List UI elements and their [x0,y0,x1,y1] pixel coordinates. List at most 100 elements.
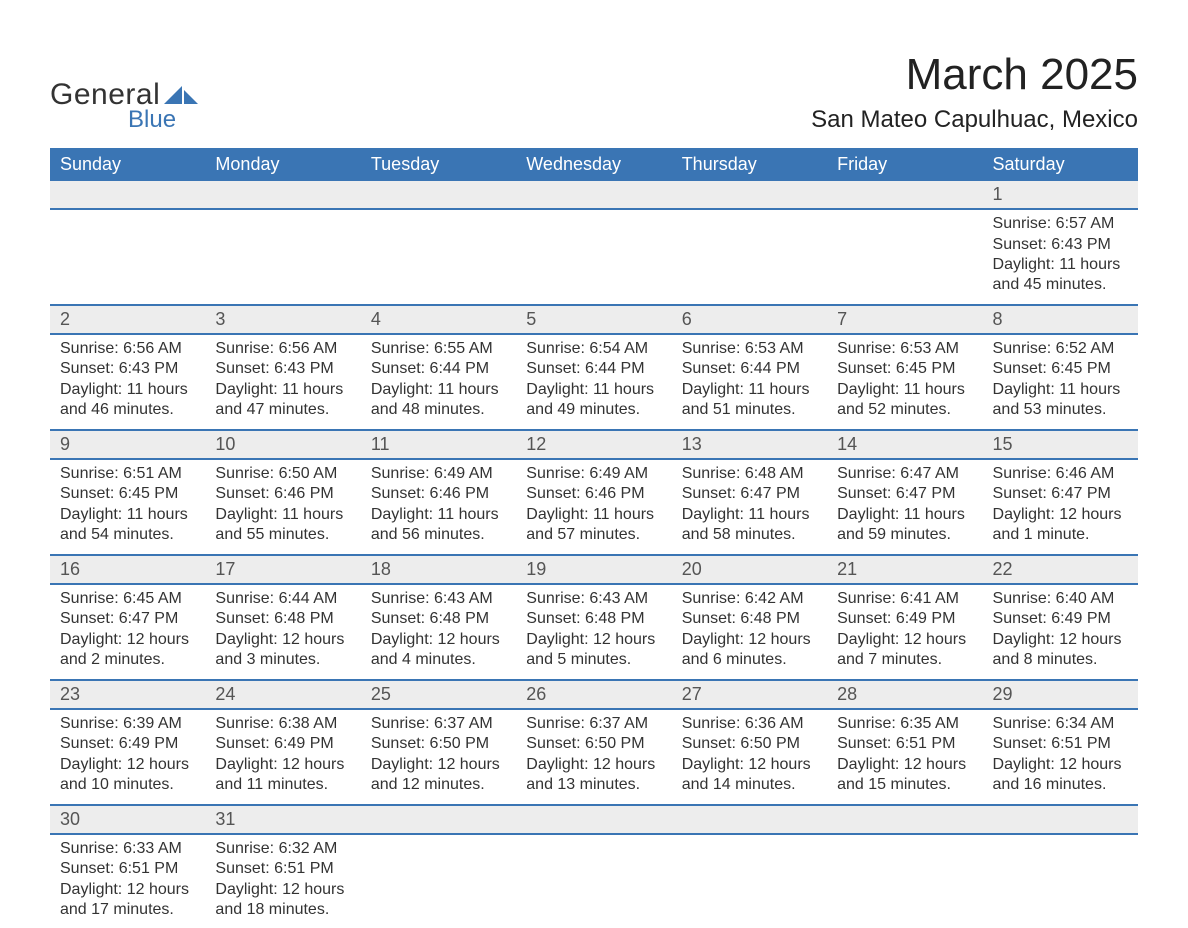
content-row: Sunrise: 6:33 AMSunset: 6:51 PMDaylight:… [50,834,1138,928]
cell-daylight1: Daylight: 11 hours [993,255,1128,275]
cell-sunset: Sunset: 6:46 PM [526,484,661,504]
day-number-cell: 5 [516,305,671,334]
day-content-cell [672,834,827,928]
content-row: Sunrise: 6:51 AMSunset: 6:45 PMDaylight:… [50,459,1138,555]
day-number-cell: 7 [827,305,982,334]
cell-daylight1: Daylight: 11 hours [526,380,661,400]
day-content-cell: Sunrise: 6:49 AMSunset: 6:46 PMDaylight:… [361,459,516,555]
cell-sunrise: Sunrise: 6:38 AM [215,714,350,734]
weekday-header: Thursday [672,148,827,181]
cell-sunrise: Sunrise: 6:40 AM [993,589,1128,609]
cell-daylight2: and 6 minutes. [682,650,817,670]
cell-daylight1: Daylight: 12 hours [993,755,1128,775]
cell-sunset: Sunset: 6:43 PM [60,359,195,379]
day-number-cell [672,181,827,209]
day-number-cell: 28 [827,680,982,709]
day-content-cell: Sunrise: 6:53 AMSunset: 6:45 PMDaylight:… [827,334,982,430]
day-content-cell: Sunrise: 6:41 AMSunset: 6:49 PMDaylight:… [827,584,982,680]
day-number-cell: 17 [205,555,360,584]
day-number-cell [50,181,205,209]
cell-sunrise: Sunrise: 6:53 AM [837,339,972,359]
day-content-cell: Sunrise: 6:42 AMSunset: 6:48 PMDaylight:… [672,584,827,680]
cell-sunrise: Sunrise: 6:55 AM [371,339,506,359]
cell-daylight1: Daylight: 12 hours [60,630,195,650]
calendar-table: Sunday Monday Tuesday Wednesday Thursday… [50,148,1138,928]
day-content-cell: Sunrise: 6:45 AMSunset: 6:47 PMDaylight:… [50,584,205,680]
day-number-cell [361,181,516,209]
cell-sunrise: Sunrise: 6:46 AM [993,464,1128,484]
cell-daylight2: and 47 minutes. [215,400,350,420]
day-content-cell [516,834,671,928]
day-content-cell: Sunrise: 6:38 AMSunset: 6:49 PMDaylight:… [205,709,360,805]
day-number-cell: 23 [50,680,205,709]
day-content-cell [50,209,205,305]
cell-daylight1: Daylight: 11 hours [682,380,817,400]
day-number-cell: 20 [672,555,827,584]
day-content-cell: Sunrise: 6:33 AMSunset: 6:51 PMDaylight:… [50,834,205,928]
weekday-header: Monday [205,148,360,181]
day-number-cell: 11 [361,430,516,459]
cell-sunrise: Sunrise: 6:32 AM [215,839,350,859]
day-number-cell: 19 [516,555,671,584]
cell-daylight2: and 59 minutes. [837,525,972,545]
day-number-cell [827,181,982,209]
day-number-cell: 24 [205,680,360,709]
day-number-cell: 30 [50,805,205,834]
cell-daylight2: and 58 minutes. [682,525,817,545]
cell-daylight2: and 51 minutes. [682,400,817,420]
cell-daylight1: Daylight: 12 hours [682,755,817,775]
cell-daylight1: Daylight: 12 hours [526,755,661,775]
cell-sunset: Sunset: 6:51 PM [993,734,1128,754]
cell-sunset: Sunset: 6:46 PM [215,484,350,504]
cell-daylight2: and 52 minutes. [837,400,972,420]
cell-daylight1: Daylight: 11 hours [215,505,350,525]
cell-daylight2: and 7 minutes. [837,650,972,670]
cell-sunset: Sunset: 6:47 PM [682,484,817,504]
cell-daylight1: Daylight: 12 hours [837,755,972,775]
day-content-cell [672,209,827,305]
cell-daylight1: Daylight: 12 hours [215,755,350,775]
cell-sunrise: Sunrise: 6:39 AM [60,714,195,734]
cell-daylight2: and 14 minutes. [682,775,817,795]
cell-sunrise: Sunrise: 6:54 AM [526,339,661,359]
cell-sunrise: Sunrise: 6:48 AM [682,464,817,484]
day-content-cell [361,834,516,928]
day-number-cell: 10 [205,430,360,459]
cell-daylight2: and 56 minutes. [371,525,506,545]
day-number-cell: 1 [983,181,1138,209]
day-content-cell: Sunrise: 6:40 AMSunset: 6:49 PMDaylight:… [983,584,1138,680]
cell-daylight2: and 8 minutes. [993,650,1128,670]
cell-daylight1: Daylight: 12 hours [837,630,972,650]
day-content-cell [983,834,1138,928]
cell-daylight2: and 1 minute. [993,525,1128,545]
day-content-cell: Sunrise: 6:57 AMSunset: 6:43 PMDaylight:… [983,209,1138,305]
cell-sunrise: Sunrise: 6:34 AM [993,714,1128,734]
day-number-cell: 21 [827,555,982,584]
cell-sunrise: Sunrise: 6:47 AM [837,464,972,484]
cell-daylight2: and 12 minutes. [371,775,506,795]
cell-sunset: Sunset: 6:44 PM [526,359,661,379]
cell-daylight1: Daylight: 11 hours [837,505,972,525]
cell-daylight1: Daylight: 11 hours [60,505,195,525]
day-content-cell: Sunrise: 6:36 AMSunset: 6:50 PMDaylight:… [672,709,827,805]
cell-daylight2: and 15 minutes. [837,775,972,795]
day-content-cell: Sunrise: 6:55 AMSunset: 6:44 PMDaylight:… [361,334,516,430]
cell-daylight2: and 57 minutes. [526,525,661,545]
cell-sunrise: Sunrise: 6:33 AM [60,839,195,859]
day-number-cell: 25 [361,680,516,709]
cell-sunrise: Sunrise: 6:37 AM [526,714,661,734]
day-content-cell: Sunrise: 6:49 AMSunset: 6:46 PMDaylight:… [516,459,671,555]
cell-sunrise: Sunrise: 6:37 AM [371,714,506,734]
cell-sunrise: Sunrise: 6:42 AM [682,589,817,609]
day-number-cell: 27 [672,680,827,709]
cell-daylight1: Daylight: 11 hours [993,380,1128,400]
daynum-row: 3031 [50,805,1138,834]
cell-daylight1: Daylight: 11 hours [371,505,506,525]
day-content-cell: Sunrise: 6:56 AMSunset: 6:43 PMDaylight:… [50,334,205,430]
cell-sunrise: Sunrise: 6:43 AM [526,589,661,609]
day-number-cell: 8 [983,305,1138,334]
cell-daylight1: Daylight: 12 hours [682,630,817,650]
cell-sunset: Sunset: 6:49 PM [215,734,350,754]
cell-daylight1: Daylight: 11 hours [682,505,817,525]
day-content-cell: Sunrise: 6:51 AMSunset: 6:45 PMDaylight:… [50,459,205,555]
